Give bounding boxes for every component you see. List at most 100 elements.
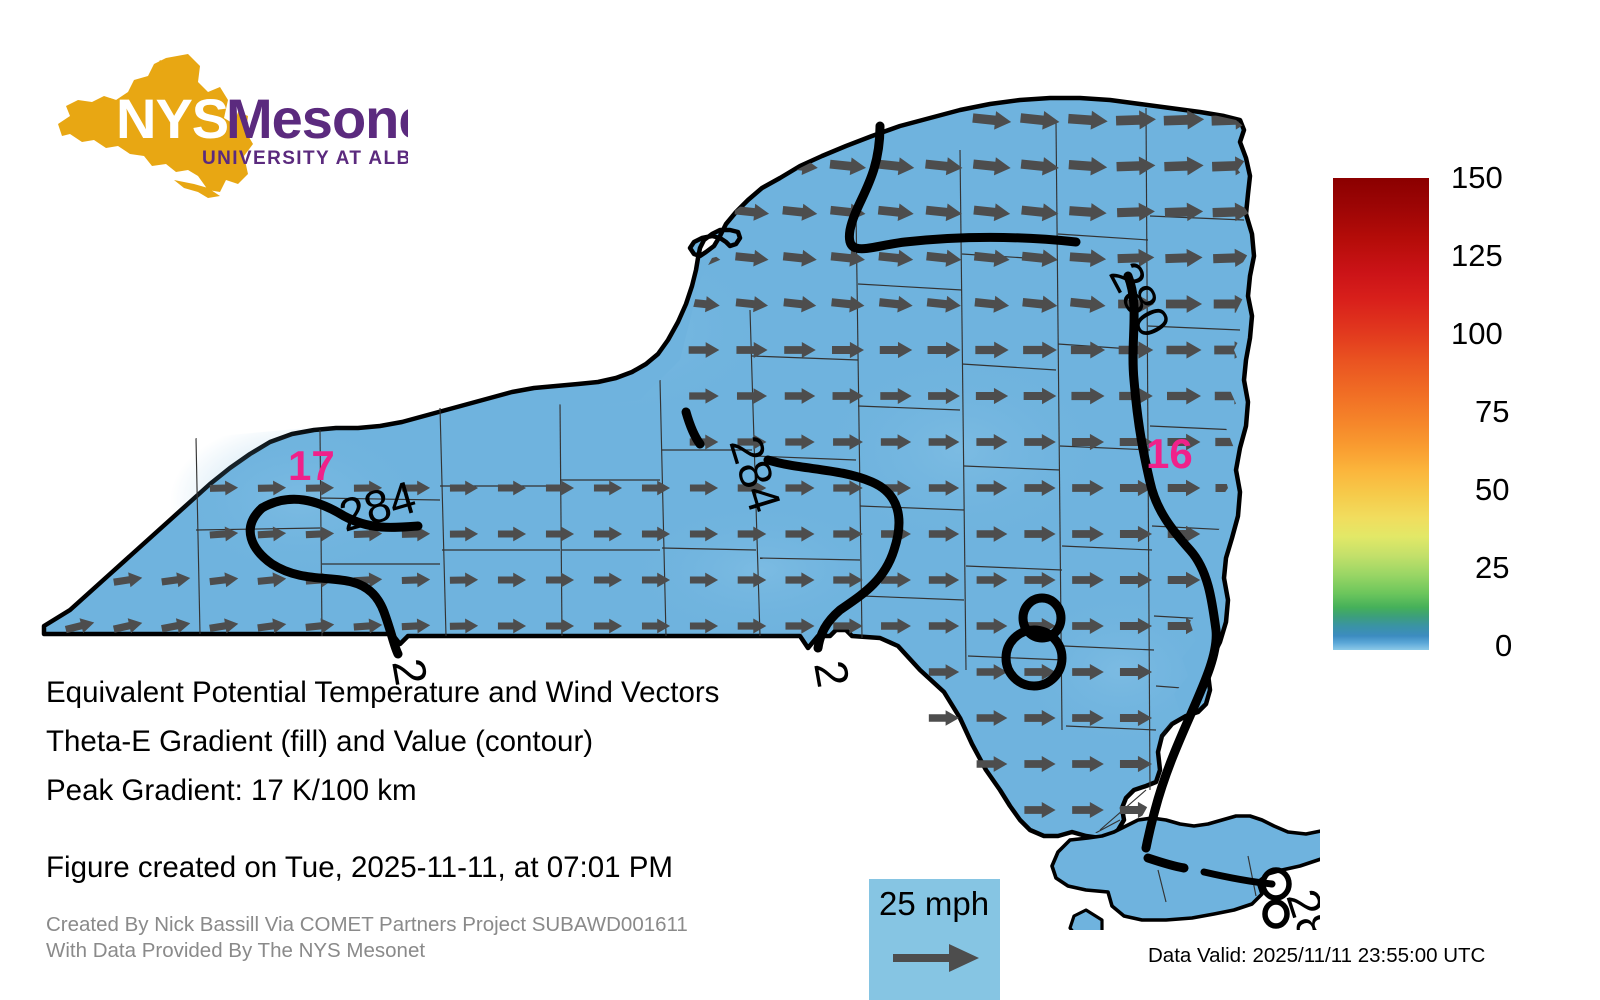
wind-vector-arrow xyxy=(1167,571,1201,589)
wind-vector-arrow xyxy=(641,480,671,496)
wind-vector-arrow xyxy=(785,434,815,450)
wind-vector-arrow xyxy=(976,572,1008,588)
wind-vector-arrow xyxy=(735,296,768,313)
wind-vector-arrow xyxy=(879,341,913,359)
wind-vector-arrow xyxy=(305,526,335,542)
wind-vector-arrow xyxy=(641,572,671,588)
wind-vector-arrow xyxy=(686,203,721,221)
wind-vector-arrow xyxy=(112,618,143,634)
data-valid-timestamp: Data Valid: 2025/11/11 23:55:00 UTC xyxy=(1148,944,1486,967)
wind-vector-arrow xyxy=(1023,387,1057,405)
ny-state-logo-shape xyxy=(58,54,253,198)
wind-vector-arrow xyxy=(735,249,769,267)
peak-label-west: 17 xyxy=(288,442,335,489)
wind-vector-arrow xyxy=(1116,156,1156,176)
wind-vector-arrow xyxy=(1021,203,1059,222)
wind-vector-arrow xyxy=(975,387,1009,405)
wind-vector-arrow xyxy=(1165,295,1203,313)
wind-vector-arrow xyxy=(976,618,1008,634)
wind-vector-arrow xyxy=(880,388,912,404)
wind-vector-arrow xyxy=(1024,480,1056,496)
colorbar-tick-25: 25 xyxy=(1475,550,1510,585)
wind-vector-arrow xyxy=(593,618,623,634)
wind-vector-arrow xyxy=(545,526,575,542)
colorbar-tick-labels: 150 125 100 75 50 25 0 xyxy=(1437,162,1577,661)
wind-vector-arrow xyxy=(209,480,239,496)
wind-vector-arrow xyxy=(593,572,623,588)
wind-vector-arrow xyxy=(928,434,960,450)
contour-280 xyxy=(844,121,1081,254)
wind-vector-arrow xyxy=(972,111,1012,130)
wind-vector-arrow xyxy=(1072,709,1104,727)
wind-vector-arrow xyxy=(1072,617,1104,635)
wind-vector-arrow xyxy=(641,618,671,634)
wind-vector-arrow xyxy=(1119,755,1153,773)
wind-vector-arrow xyxy=(736,388,768,404)
wind-vector-arrow xyxy=(928,618,960,634)
wind-legend-arrow-icon xyxy=(893,944,979,972)
contour-280-tail xyxy=(1123,271,1221,853)
credit-block: Created By Nick Bassill Via COMET Partne… xyxy=(46,912,866,964)
wind-vector-arrow xyxy=(1072,479,1104,497)
wind-vector-arrow xyxy=(1117,248,1155,267)
wind-vector-arrow xyxy=(687,296,720,313)
caption-line-peak-gradient: Peak Gradient: 17 K/100 km xyxy=(46,774,417,807)
contour-284-mid xyxy=(681,407,705,449)
wind-vector-arrow xyxy=(831,295,865,313)
wind-vector-arrow xyxy=(1164,202,1204,222)
figure-caption: Equivalent Potential Temperature and Win… xyxy=(46,668,866,892)
wind-vector-arrow xyxy=(1024,433,1056,451)
wind-vector-arrow xyxy=(1069,203,1107,222)
wind-vector-arrow xyxy=(257,618,287,634)
wind-vector-arrow xyxy=(689,526,719,542)
wind-vector-arrow xyxy=(1167,479,1201,497)
wind-vector-arrow xyxy=(1071,433,1105,451)
caption-line-title: Equivalent Potential Temperature and Win… xyxy=(46,676,720,709)
wind-vector-arrow xyxy=(1067,110,1108,130)
wind-vector-arrow xyxy=(449,526,479,542)
wind-vector-arrow xyxy=(782,203,818,221)
wind-vector-arrow xyxy=(64,618,95,634)
wind-vector-arrow xyxy=(973,249,1010,267)
wind-vector-arrow xyxy=(737,526,767,542)
wind-vector-arrow xyxy=(972,157,1011,176)
nys-mesonet-logo: NYS Mesonet UNIVERSITY AT ALBANY xyxy=(48,52,408,202)
wind-vector-arrow xyxy=(878,249,914,267)
wind-vector-arrow xyxy=(545,480,575,496)
logo-text-mesonet: Mesonet xyxy=(226,87,408,150)
wind-vector-arrow xyxy=(976,434,1008,450)
wind-vector-arrow xyxy=(926,249,962,267)
wind-vector-arrow xyxy=(1116,202,1155,222)
wind-vector-field xyxy=(64,110,1250,819)
wind-vector-arrow xyxy=(737,434,767,450)
wind-vector-arrow xyxy=(734,203,770,221)
wind-vector-arrow xyxy=(1166,341,1202,359)
wind-vector-arrow xyxy=(1070,341,1106,359)
wind-vector-arrow xyxy=(257,480,287,496)
colorbar-tick-150: 150 xyxy=(1451,160,1503,195)
wind-vector-arrow xyxy=(785,480,815,496)
contour-284-east xyxy=(763,455,904,653)
wind-vector-arrow xyxy=(497,618,527,634)
wind-vector-arrow xyxy=(1119,617,1153,635)
wind-vector-arrow xyxy=(689,388,719,404)
wind-vector-arrow xyxy=(927,341,961,359)
theta-e-contours-li xyxy=(1260,867,1292,929)
wind-vector-arrow xyxy=(881,572,911,588)
wind-vector-arrow xyxy=(832,341,864,359)
wind-vector-arrow xyxy=(833,526,863,542)
wind-vector-arrow xyxy=(209,526,239,542)
staten-island-fill xyxy=(1068,908,1104,930)
wind-vector-arrow xyxy=(1072,755,1104,773)
colorbar-tick-100: 100 xyxy=(1451,316,1503,351)
wind-vector-arrow xyxy=(881,618,911,634)
wind-vector-arrow xyxy=(1115,110,1156,130)
wind-vector-arrow xyxy=(1119,479,1153,497)
wind-vector-arrow xyxy=(353,618,383,634)
wind-vector-arrow xyxy=(593,526,623,542)
wind-vector-arrow xyxy=(736,342,768,358)
contour-li-loop-b xyxy=(1262,899,1290,929)
wind-vector-arrow xyxy=(1020,157,1059,176)
wind-vector-arrow xyxy=(737,480,767,496)
wind-vector-arrow xyxy=(928,572,960,588)
